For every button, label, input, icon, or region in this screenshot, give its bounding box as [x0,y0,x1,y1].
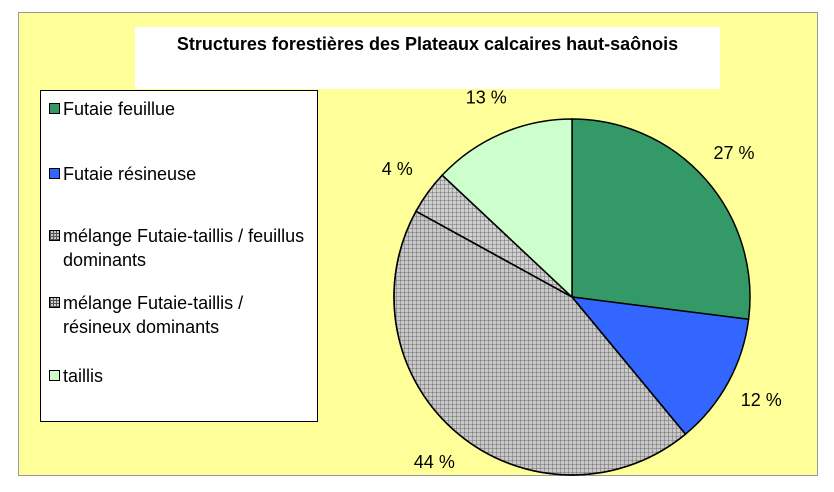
legend-label: taillis [63,366,104,386]
chart-title: Structures forestières des Plateaux calc… [135,27,720,89]
pie-slice-hatch [393,210,687,476]
legend-item: mélange Futaie-taillis / résineux domina… [47,291,315,339]
legend-swatch [49,230,60,241]
legend-label: mélange Futaie-taillis / résineux domina… [63,293,244,337]
legend-swatch [49,297,60,308]
legend-label: mélange Futaie-taillis / feuillus domina… [63,226,305,270]
legend: Futaie feuillue Futaie résineuse mélange F… [40,90,318,422]
legend-swatch [49,168,60,179]
legend-swatch [49,370,60,381]
data-label: 13 % [466,88,507,108]
legend-swatch [49,103,60,114]
data-label: 44 % [414,452,455,472]
data-label: 27 % [714,143,755,163]
pie-slice [570,296,750,436]
pie-slice [441,118,573,299]
legend-item: Futaie feuillue [47,97,315,121]
legend-item: taillis [47,364,315,388]
data-label: 4 % [382,159,413,179]
legend-item: mélange Futaie-taillis / feuillus domina… [47,224,315,272]
pie-slice [571,118,751,321]
legend-label: Futaie résineuse [63,164,197,184]
legend-label: Futaie feuillue [63,99,176,119]
legend-item: Futaie résineuse [47,162,315,186]
data-label: 12 % [741,390,782,410]
